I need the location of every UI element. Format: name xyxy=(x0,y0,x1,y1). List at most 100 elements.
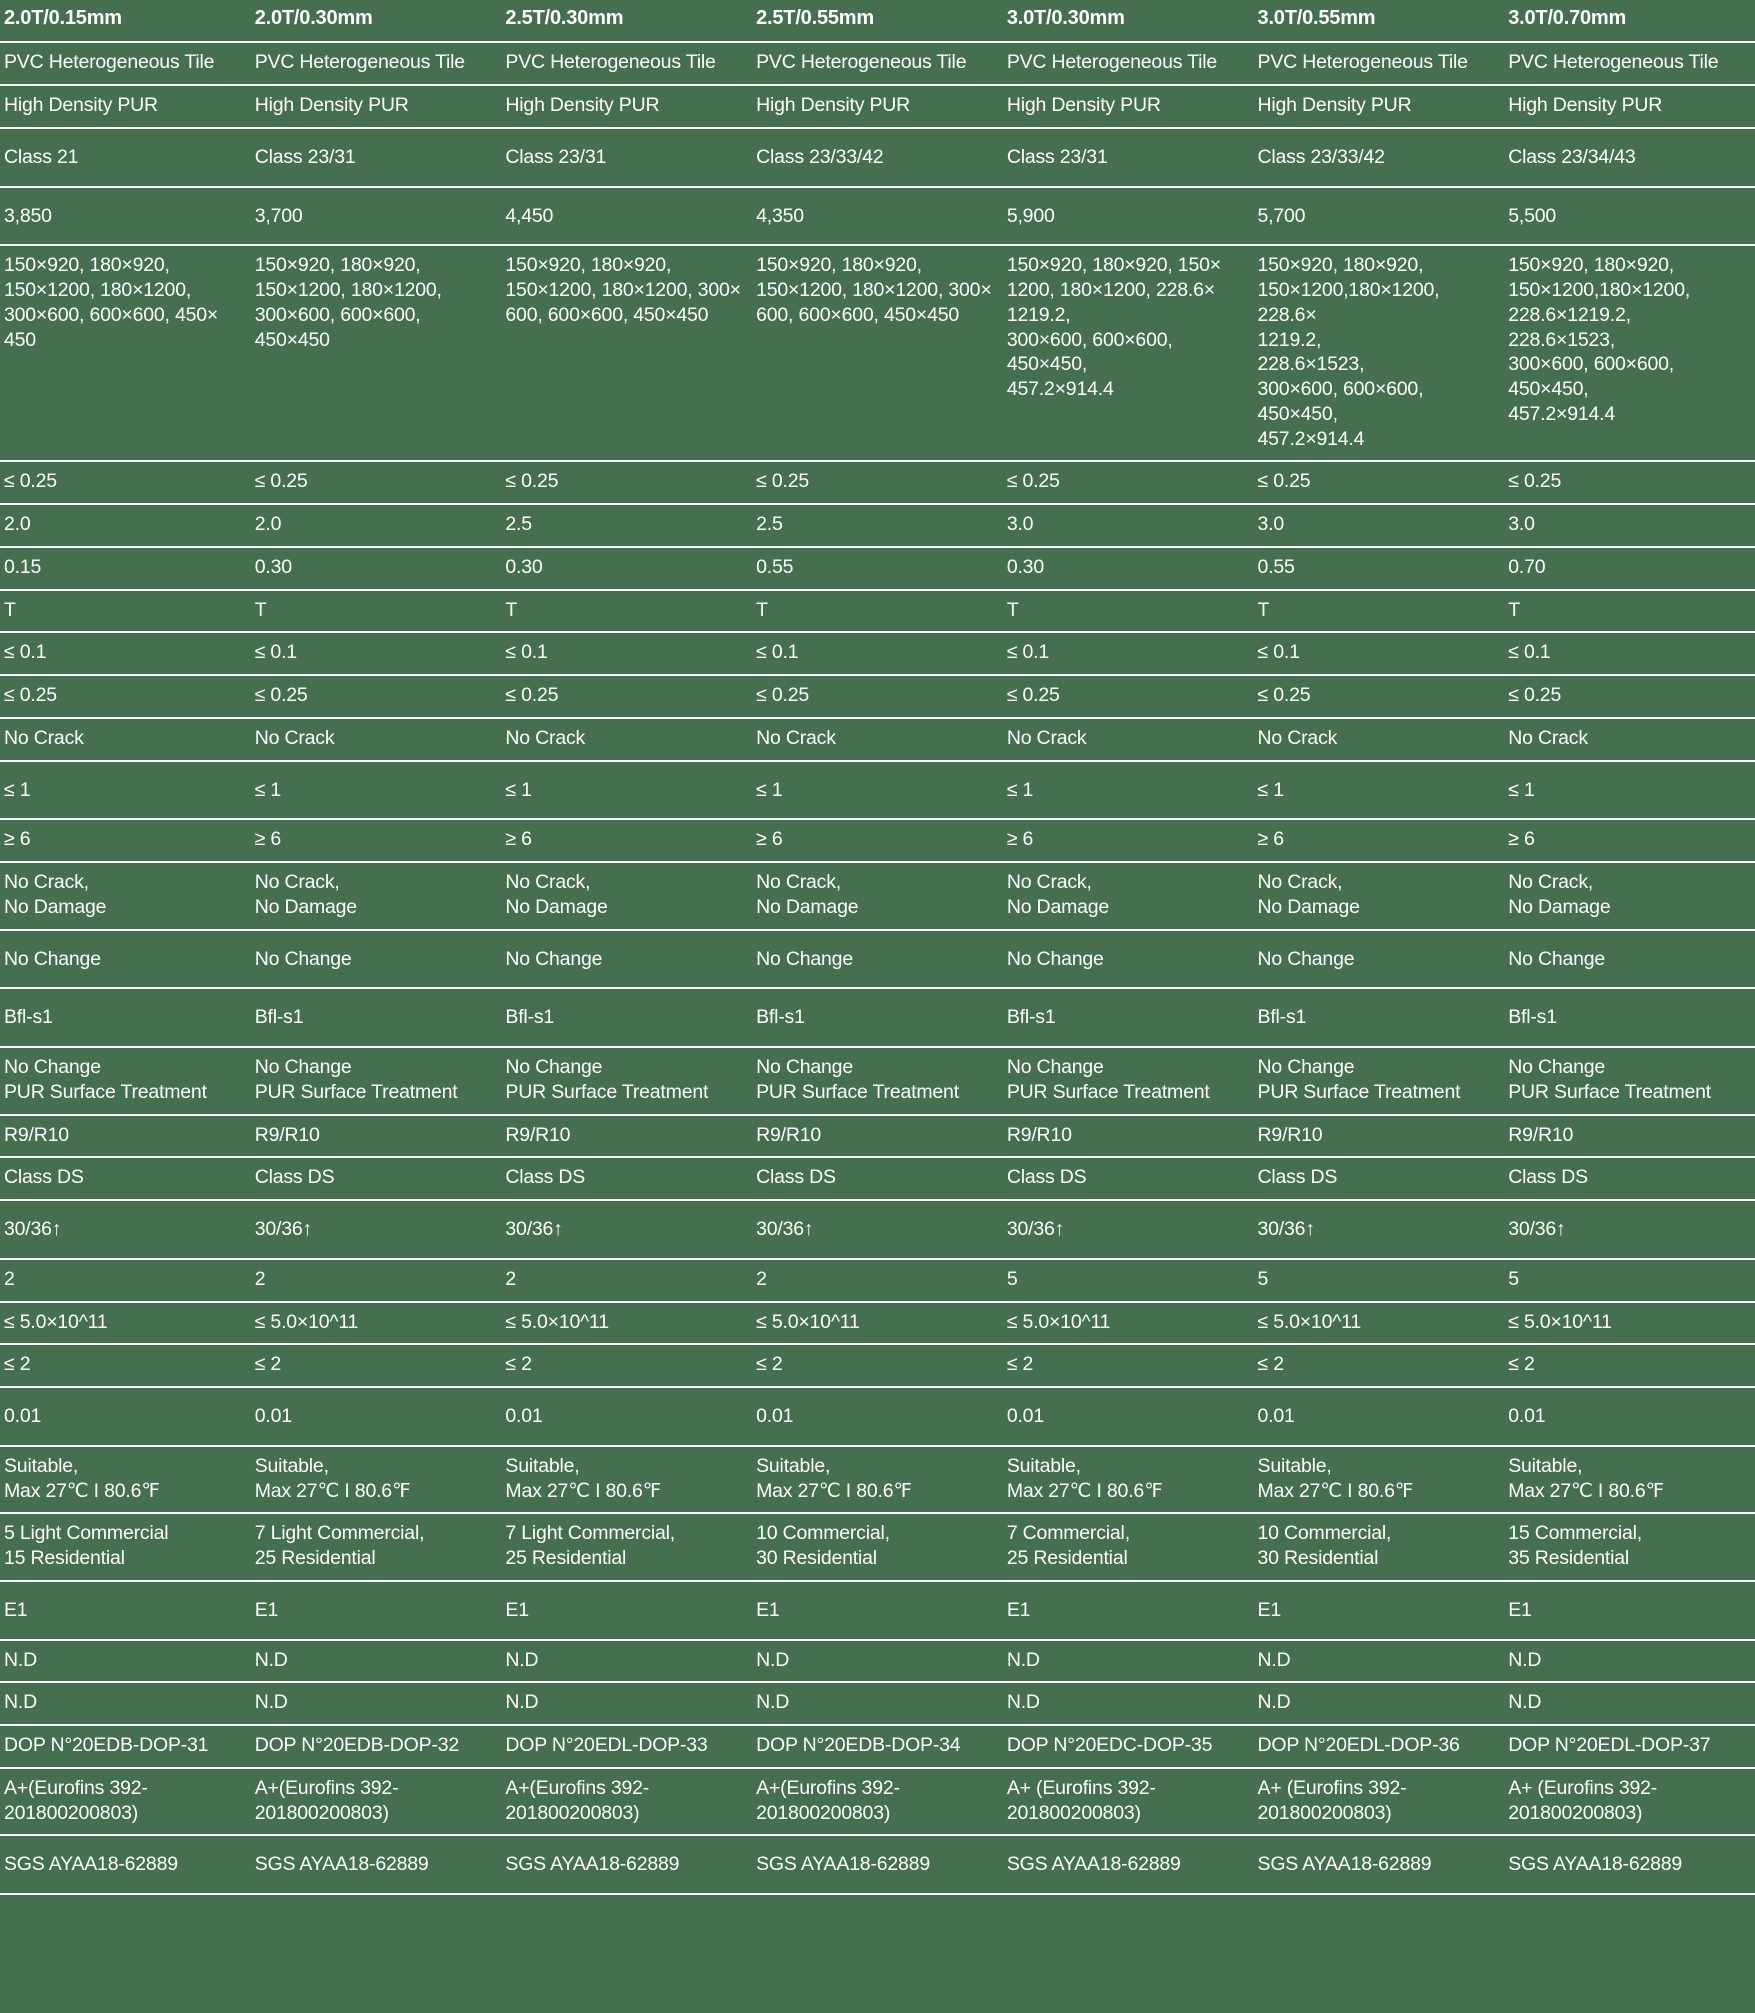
cell-use-class: Class 23/33/42 xyxy=(752,126,1003,187)
cell-warranty: 10 Commercial, 30 Residential xyxy=(752,1512,1003,1581)
cell-colour-fastness: ≥ 6 xyxy=(1253,818,1505,863)
cell-slip-class: Class DS xyxy=(1253,1156,1505,1201)
cell-sound-reduction: 30/36↑ xyxy=(1253,1199,1505,1259)
table-row: N.D N.D N.D N.D N.D N.D N.D xyxy=(0,1681,1755,1726)
cell-wear-layer-thickness: 0.70 xyxy=(1504,545,1755,590)
cell-nd-first: N.D xyxy=(0,1638,251,1683)
cell-voc-emission: A+ (Eurofins 392- 201800200803) xyxy=(1253,1766,1505,1836)
cell-flexibility: No Crack xyxy=(1002,716,1254,761)
cell-dimensions: 150×920, 180×920, 150×1200, 180×1200, 30… xyxy=(0,244,251,462)
column-header: 2.0T/0.15mm xyxy=(4,7,122,29)
cell-wear-layer-thickness: 0.15 xyxy=(0,545,251,590)
cell-nd-second: N.D xyxy=(1002,1681,1254,1726)
cell-electrical-resistance: ≤ 5.0×10^11 xyxy=(752,1300,1003,1345)
cell-total-thickness: 2.0 xyxy=(250,503,502,547)
cell-slip-class: Class DS xyxy=(0,1156,251,1201)
cell-castor-chair: No Crack, No Damage xyxy=(501,861,753,930)
cell-dimensions: 150×920, 180×920, 150×1200, 180×1200, 30… xyxy=(250,244,502,462)
cell-sgs-certificate: SGS AYAA18-62889 xyxy=(501,1834,753,1896)
cell-curling: ≤ 1 xyxy=(0,759,251,820)
cell-voc-emission: A+ (Eurofins 392- 201800200803) xyxy=(1504,1766,1755,1836)
cell-use-class: Class 23/31 xyxy=(250,126,502,187)
cell-nd-first: N.D xyxy=(501,1638,753,1683)
cell-dimensional-stability: ≤ 0.25 xyxy=(250,674,502,718)
cell-wear-layer-thickness: 0.30 xyxy=(1002,545,1254,590)
cell-dimensional-stability: ≤ 0.25 xyxy=(1002,674,1254,718)
cell-nd-second: N.D xyxy=(1504,1681,1755,1726)
table-row: ≤ 0.25 ≤ 0.25 ≤ 0.25 ≤ 0.25 ≤ 0.25 ≤ 0.25 ≤ 0.… xyxy=(0,460,1755,505)
cell-sound-reduction: 30/36↑ xyxy=(1002,1199,1254,1259)
cell-flexibility: No Crack xyxy=(250,716,502,761)
table-row: No Change No Change No Change No Change No C… xyxy=(0,928,1755,989)
table-row: A+(Eurofins 392- 201800200803) A+(Eurofin… xyxy=(0,1766,1755,1836)
cell-chemical-resistance: No Change PUR Surface Treatment xyxy=(1504,1046,1755,1115)
cell-electrical-resistance: ≤ 5.0×10^11 xyxy=(1504,1300,1755,1345)
cell-underfloor-heating: Suitable, Max 27℃ I 80.6℉ xyxy=(501,1444,753,1514)
cell-wear-layer-thickness: 0.30 xyxy=(501,545,753,590)
cell-fire-rating: Bfl-s1 xyxy=(752,987,1003,1048)
cell-dimensions: 150×920, 180×920, 150×1200,180×1200, 228… xyxy=(1504,244,1755,462)
spec-table-body: 2.0T/0.15mm 2.0T/0.30mm 2.5T/0.30mm 2.5T/0.… xyxy=(0,7,1755,1896)
cell-voc-emission: A+(Eurofins 392- 201800200803) xyxy=(501,1766,753,1836)
cell-wear-layer-thickness: 0.55 xyxy=(1253,545,1505,590)
cell-warranty: 15 Commercial, 35 Residential xyxy=(1504,1512,1755,1581)
cell-formaldehyde-class: E1 xyxy=(501,1579,753,1640)
cell-abrasion-group: 2 xyxy=(0,1257,251,1302)
cell-product-type: PVC Heterogeneous Tile xyxy=(250,41,502,86)
cell-voc-emission: A+(Eurofins 392- 201800200803) xyxy=(752,1766,1003,1836)
cell-thermal-conductivity: 0.01 xyxy=(501,1386,753,1446)
cell-formaldehyde-class: E1 xyxy=(0,1579,251,1640)
cell-warranty: 5 Light Commercial 15 Residential xyxy=(0,1512,251,1581)
cell-colour-fastness: ≥ 6 xyxy=(1504,818,1755,863)
cell-use-class: Class 21 xyxy=(0,126,251,187)
cell-total-thickness: 3.0 xyxy=(1002,503,1254,547)
table-row: ≤ 2 ≤ 2 ≤ 2 ≤ 2 ≤ 2 ≤ 2 ≤ 2 xyxy=(0,1343,1755,1388)
cell-dimensional-stability: ≤ 0.25 xyxy=(1253,674,1505,718)
cell-product-type: PVC Heterogeneous Tile xyxy=(1504,41,1755,86)
cell-abrasion-group: 5 xyxy=(1002,1257,1254,1302)
cell-slip-resistance: R9/R10 xyxy=(501,1113,753,1158)
cell-nd-second: N.D xyxy=(1253,1681,1505,1726)
cell-slip-class: Class DS xyxy=(250,1156,502,1201)
cell-nd-second: N.D xyxy=(250,1681,502,1726)
cell-nd-second: N.D xyxy=(752,1681,1003,1726)
cell-slip-resistance: R9/R10 xyxy=(752,1113,1003,1158)
table-row: DOP N°20EDB-DOP-31 DOP N°20EDB-DOP-32 DOP … xyxy=(0,1724,1755,1768)
cell-sound-reduction: 30/36↑ xyxy=(0,1199,251,1259)
cell-surface-treatment: High Density PUR xyxy=(1504,84,1755,128)
column-header: 2.0T/0.30mm xyxy=(254,7,373,29)
cell-weight: 4,350 xyxy=(752,185,1003,246)
cell-slip-class: Class DS xyxy=(752,1156,1003,1201)
cell-type-t: T xyxy=(1253,588,1505,633)
cell-nd-first: N.D xyxy=(1504,1638,1755,1683)
table-row: 5 Light Commercial 15 Residential 7 Light… xyxy=(0,1512,1755,1581)
cell-fire-rating: Bfl-s1 xyxy=(250,987,502,1048)
cell-curling: ≤ 1 xyxy=(1504,759,1755,820)
bottom-filler xyxy=(0,1895,1755,2013)
cell-thermal-conductivity: 0.01 xyxy=(250,1386,502,1446)
cell-product-type: PVC Heterogeneous Tile xyxy=(752,41,1003,86)
cell-underfloor-heating: Suitable, Max 27℃ I 80.6℉ xyxy=(1504,1444,1755,1514)
cell-furniture-leg: No Change xyxy=(250,928,502,989)
cell-dop-number: DOP N°20EDB-DOP-34 xyxy=(752,1724,1003,1768)
cell-electrical-resistance: ≤ 5.0×10^11 xyxy=(1253,1300,1505,1345)
cell-formaldehyde-class: E1 xyxy=(1504,1579,1755,1640)
cell-slip-resistance: R9/R10 xyxy=(1253,1113,1505,1158)
cell-thermal-conductivity: 0.01 xyxy=(752,1386,1003,1446)
cell-curling: ≤ 1 xyxy=(501,759,753,820)
cell-use-class: Class 23/33/42 xyxy=(1253,126,1505,187)
cell-chemical-resistance: No Change PUR Surface Treatment xyxy=(752,1046,1003,1115)
cell-dimensional-stability: ≤ 0.25 xyxy=(501,674,753,718)
column-header: 3.0T/0.70mm xyxy=(1508,7,1627,29)
cell-formaldehyde-class: E1 xyxy=(1002,1579,1254,1640)
cell-curling: ≤ 1 xyxy=(752,759,1003,820)
cell-chemical-resistance: No Change PUR Surface Treatment xyxy=(250,1046,502,1115)
cell-residual-indentation: ≤ 0.1 xyxy=(1504,631,1755,676)
cell-surface-treatment: High Density PUR xyxy=(1253,84,1505,128)
cell-dop-number: DOP N°20EDB-DOP-31 xyxy=(0,1724,251,1768)
cell-dop-number: DOP N°20EDB-DOP-32 xyxy=(250,1724,502,1768)
table-row: Class 21 Class 23/31 Class 23/31 Class 23/3… xyxy=(0,126,1755,187)
cell-dimensions: 150×920, 180×920, 150×1200, 180×1200, 30… xyxy=(752,244,1003,462)
column-header: 3.0T/0.30mm xyxy=(1006,7,1125,29)
table-row: Class DS Class DS Class DS Class DS Class DS… xyxy=(0,1156,1755,1201)
